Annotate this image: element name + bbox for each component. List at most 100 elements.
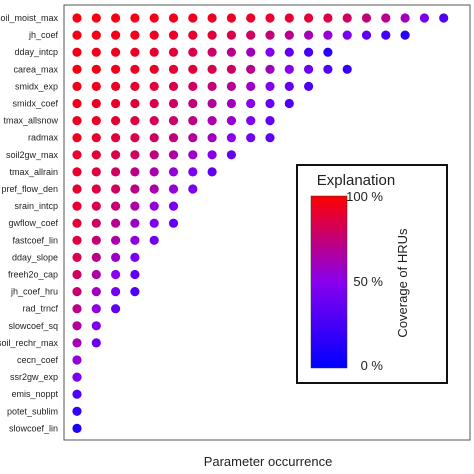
data-point [72, 406, 82, 416]
data-point [304, 64, 314, 74]
data-point [323, 47, 333, 57]
data-point [168, 98, 179, 109]
data-point [246, 47, 256, 57]
y-label-emis-noppt: emis_noppt [11, 389, 58, 399]
data-point [323, 30, 333, 40]
legend-colorbar [310, 195, 348, 369]
y-label-radmax: radmax [28, 133, 59, 143]
data-point [91, 235, 101, 245]
data-point [130, 269, 140, 280]
data-point [130, 184, 140, 194]
data-point [149, 30, 159, 40]
y-label-soil-moist-max: soil_moist_max [0, 13, 58, 23]
data-point [188, 13, 198, 23]
data-point [168, 133, 179, 143]
data-point [226, 98, 236, 109]
data-point [246, 133, 256, 143]
data-point [72, 30, 82, 40]
data-point [149, 235, 159, 245]
data-point [304, 81, 314, 91]
data-point [168, 13, 179, 23]
data-point [226, 133, 236, 143]
data-point [265, 64, 275, 74]
data-point [111, 133, 121, 143]
data-point [188, 47, 198, 57]
data-point [91, 47, 101, 57]
data-point [168, 47, 179, 57]
data-point [168, 167, 179, 177]
data-point [72, 150, 82, 160]
data-point [246, 13, 256, 23]
y-label-slowcoef-sq: slowcoef_sq [8, 321, 58, 331]
data-point [226, 81, 236, 91]
y-axis-labels: soil_moist_max jh_coef dday_intcp carea_max… [0, 13, 58, 433]
y-label-tmax-allrain: tmax_allrain [9, 167, 58, 177]
data-point [111, 30, 121, 40]
data-point [91, 338, 101, 348]
data-point [168, 184, 179, 194]
data-point [91, 98, 101, 109]
data-point [130, 98, 140, 109]
data-point [72, 235, 82, 245]
data-point [188, 64, 198, 74]
data-point [72, 338, 82, 348]
data-point [304, 30, 314, 40]
data-point [265, 133, 275, 143]
data-point [72, 372, 82, 382]
data-point [265, 98, 275, 109]
y-label-carea-max: carea_max [13, 64, 58, 74]
data-point [265, 81, 275, 91]
data-point [72, 201, 82, 211]
y-label-soil2gw-max: soil2gw_max [6, 150, 59, 160]
data-point [207, 13, 217, 23]
data-point [72, 184, 82, 194]
data-point [130, 218, 140, 228]
data-point [342, 64, 352, 74]
data-point [72, 13, 82, 23]
data-point [188, 98, 198, 109]
data-point [246, 30, 256, 40]
data-point [226, 116, 236, 126]
y-label-smidx-exp: smidx_exp [15, 81, 58, 91]
data-point [130, 287, 140, 297]
data-point [91, 218, 101, 228]
data-point [91, 201, 101, 211]
legend: Explanation 100 % 50 % 0 % Coverage of H… [296, 164, 448, 384]
data-point [130, 252, 140, 262]
data-point [207, 81, 217, 91]
data-point [130, 116, 140, 126]
data-point [207, 133, 217, 143]
data-point [284, 81, 294, 91]
data-point [246, 116, 256, 126]
legend-tick-100: 100 % [346, 189, 383, 204]
data-point [207, 47, 217, 57]
data-point [149, 167, 159, 177]
data-point [439, 13, 449, 23]
y-label-ssr2gw-exp: ssr2gw_exp [10, 372, 58, 382]
data-point [72, 304, 82, 314]
data-point [381, 13, 391, 23]
data-point [130, 235, 140, 245]
data-point [168, 116, 179, 126]
data-point [130, 13, 140, 23]
data-point [111, 81, 121, 91]
data-point [91, 30, 101, 40]
data-point [72, 287, 82, 297]
data-point [111, 116, 121, 126]
data-point [400, 30, 410, 40]
y-label-slowcoef-lin: slowcoef_lin [9, 423, 58, 433]
data-point [381, 30, 391, 40]
data-point [72, 218, 82, 228]
y-label-gwflow-coef: gwflow_coef [8, 218, 58, 228]
data-point [207, 116, 217, 126]
legend-title: Explanation [317, 172, 395, 189]
data-point [111, 218, 121, 228]
data-point [130, 133, 140, 143]
data-point [149, 218, 159, 228]
data-point [72, 355, 82, 365]
data-point [400, 13, 410, 23]
data-point [188, 184, 198, 194]
data-point [168, 201, 179, 211]
y-label-potet-sublim: potet_sublim [7, 406, 58, 416]
data-point [91, 304, 101, 314]
